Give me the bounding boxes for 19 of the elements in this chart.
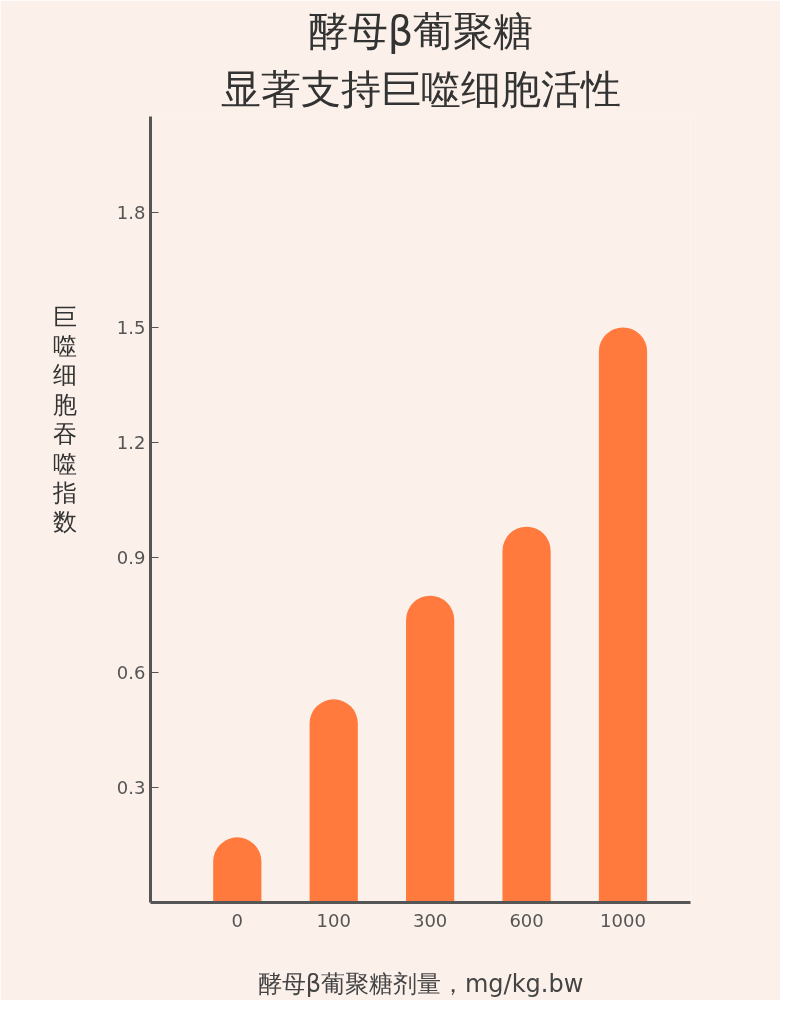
x-axis-title: 酵母β葡聚糖剂量，mg/kg.bw bbox=[257, 969, 584, 998]
bar bbox=[598, 327, 648, 903]
y-tick-label: 1.5 bbox=[116, 316, 146, 338]
x-tick-label: 1000 bbox=[600, 909, 646, 931]
x-tick-label: 600 bbox=[509, 909, 544, 931]
y-tick-label: 0.6 bbox=[116, 661, 146, 683]
bar bbox=[309, 699, 358, 903]
chart-title: 酵母β葡聚糖 bbox=[307, 7, 534, 54]
x-tick-label: 0 bbox=[231, 909, 244, 931]
y-tick-label: 1.2 bbox=[116, 431, 146, 453]
x-tick-label: 300 bbox=[412, 909, 448, 931]
y-tick-label: 1.8 bbox=[116, 201, 146, 223]
x-tick-label: 100 bbox=[316, 909, 351, 931]
y-tick-label: 0.3 bbox=[116, 776, 146, 798]
bar bbox=[406, 595, 455, 903]
chart-subtitle: 显著支持巨噬细胞活性 bbox=[220, 65, 621, 112]
y-axis-title: 巨噬细胞吞噬指数 bbox=[51, 302, 77, 537]
y-tick-label: 0.9 bbox=[116, 546, 146, 568]
bar bbox=[502, 526, 551, 903]
